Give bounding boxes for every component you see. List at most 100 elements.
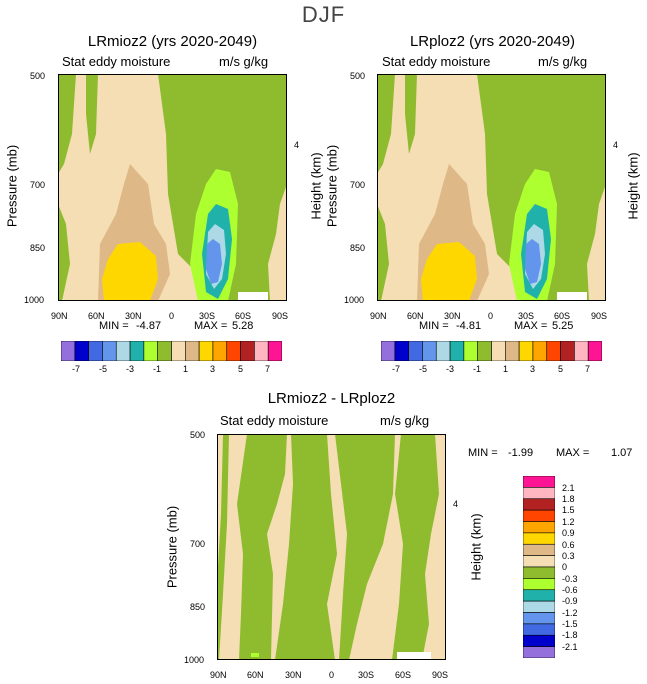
panel2-region-sh-blue	[525, 239, 541, 284]
panel2-xtick-30s: 30S	[518, 311, 535, 321]
panel3-missing-data	[397, 652, 431, 660]
figure-title: DJF	[301, 2, 346, 27]
panel3-small-patch	[251, 653, 259, 657]
colorbar-swatch	[267, 341, 282, 361]
panel1-region-nh-lower-green	[58, 204, 70, 301]
colorbar-swatch	[115, 341, 131, 361]
panel1-cbar-label: -1	[153, 364, 162, 374]
panel3-cbar-label: 0.3	[562, 551, 575, 561]
panel2-cbar-label: 3	[530, 364, 536, 374]
panel2-colorbar	[381, 341, 602, 361]
panel1-cbar-label: 1	[183, 364, 189, 374]
colorbar-swatch	[240, 341, 255, 361]
panel1-ytick-1000: 1000	[24, 295, 45, 305]
colorbar-swatch	[198, 341, 214, 361]
panel3-min-label: MIN =	[468, 447, 498, 459]
colorbar-swatch	[523, 543, 555, 556]
panel3-min-value: -1.99	[508, 447, 534, 459]
panel3-cbar-label: -1.2	[562, 608, 578, 618]
panel3-cbar-label: -0.6	[562, 585, 578, 595]
colorbar-swatch	[532, 341, 548, 361]
panel2-cbar-label: -3	[446, 364, 455, 374]
panel2-min-value: -4.81	[456, 320, 482, 332]
panel2-xtick-30n: 30N	[444, 311, 461, 321]
panel3-cbar-label: -1.5	[562, 619, 578, 629]
panel2-cbar-label: -5	[419, 364, 428, 374]
colorbar-swatch	[491, 341, 506, 361]
panel3-xtick-60n: 60N	[247, 670, 264, 680]
panel2-xtick-60s: 60S	[554, 311, 571, 321]
panel2-ytick-700: 700	[350, 180, 366, 190]
colorbar-swatch	[408, 341, 423, 361]
panel2-xtick-0: 0	[488, 311, 494, 321]
colorbar-swatch	[171, 341, 186, 361]
panel2-frame	[377, 74, 606, 301]
panel1-region-sh-blue	[206, 239, 222, 284]
panel1-subtitle-right: m/s g/kg	[219, 54, 269, 69]
panel1-xtick-60n: 60N	[88, 311, 105, 321]
colorbar-swatch	[422, 341, 437, 361]
colorbar-swatch	[523, 612, 555, 625]
colorbar-swatch	[523, 623, 555, 636]
panel3-region-green-sh-high	[392, 434, 439, 660]
panel2-region-nh-streak	[405, 74, 417, 154]
colorbar-swatch	[143, 341, 158, 361]
panel3-xtick-30n: 30N	[285, 670, 302, 680]
colorbar-swatch	[523, 555, 555, 568]
panel3-cbar-label: -0.3	[562, 574, 578, 584]
panel1-xtick-90s: 90S	[272, 311, 289, 321]
colorbar-swatch	[394, 341, 409, 361]
panel3-cbar-label: 0	[562, 562, 568, 572]
colorbar-swatch	[449, 341, 465, 361]
colorbar-swatch	[381, 341, 396, 361]
panel3-subtitle-left: Stat eddy moisture	[220, 413, 329, 428]
panel1-cbar-label: 3	[210, 364, 216, 374]
panel3-subtitle-right: m/s g/kg	[380, 413, 430, 428]
panel1-ytick-500: 500	[30, 71, 46, 81]
panel1-xtick-90n: 90N	[51, 311, 68, 321]
panel3-max-value: 1.07	[611, 447, 633, 459]
panel1-colorbar	[61, 341, 282, 361]
colorbar-swatch	[226, 341, 241, 361]
colorbar-swatch	[61, 341, 76, 361]
colorbar-swatch	[185, 341, 200, 361]
panel2-ytick-1000: 1000	[344, 295, 365, 305]
colorbar-swatch	[129, 341, 145, 361]
panel2-region-nh-upper-green	[377, 74, 395, 174]
panel1-region-nh-yellow	[102, 242, 158, 301]
colorbar-swatch	[546, 341, 561, 361]
panel2-ytick-right-4: 4	[613, 140, 619, 150]
panel2-max-label: MAX =	[514, 320, 548, 332]
panel2-title: LRploz2 (yrs 2020-2049)	[409, 33, 576, 50]
colorbar-swatch	[523, 589, 555, 602]
panel2-ylabel-right: Height (km)	[625, 152, 641, 220]
colorbar-swatch	[463, 341, 478, 361]
panel1-xtick-0: 0	[169, 311, 175, 321]
colorbar-swatch	[523, 509, 555, 522]
panel3-ytick-700: 700	[190, 539, 206, 549]
panel1-cbar-label: 5	[238, 364, 244, 374]
colorbar-swatch	[88, 341, 103, 361]
panel1-cbar-label: -3	[126, 364, 135, 374]
colorbar-swatch	[523, 578, 555, 591]
panel2-region-nh-yellow	[421, 242, 477, 301]
panel3-region-green-nh	[237, 434, 287, 660]
panel3-cbar-label: -2.1	[562, 642, 578, 652]
colorbar-swatch	[505, 341, 520, 361]
panel3-title: LRmioz2 - LRploz2	[267, 390, 396, 407]
panel2-min-label: MIN =	[419, 320, 449, 332]
panel1-ytick-700: 700	[30, 180, 46, 190]
panel3-cbar-label: 1.5	[562, 505, 575, 515]
panel2-cbar-label: -1	[473, 364, 482, 374]
panel1-max-label: MAX =	[194, 320, 228, 332]
colorbar-swatch	[523, 600, 555, 613]
panel2-xtick-60n: 60N	[407, 311, 424, 321]
panel3-cbar-label: 0.6	[562, 540, 575, 550]
panel3-frame	[217, 434, 446, 660]
panel3-cbar-label: 1.8	[562, 494, 575, 504]
panel3-plot	[217, 434, 446, 660]
panel2-subtitle-right: m/s g/kg	[538, 54, 588, 69]
panel1-region-nh-streak	[86, 74, 98, 154]
panel1-plot	[58, 74, 287, 301]
panel2-xtick-90s: 90S	[591, 311, 608, 321]
